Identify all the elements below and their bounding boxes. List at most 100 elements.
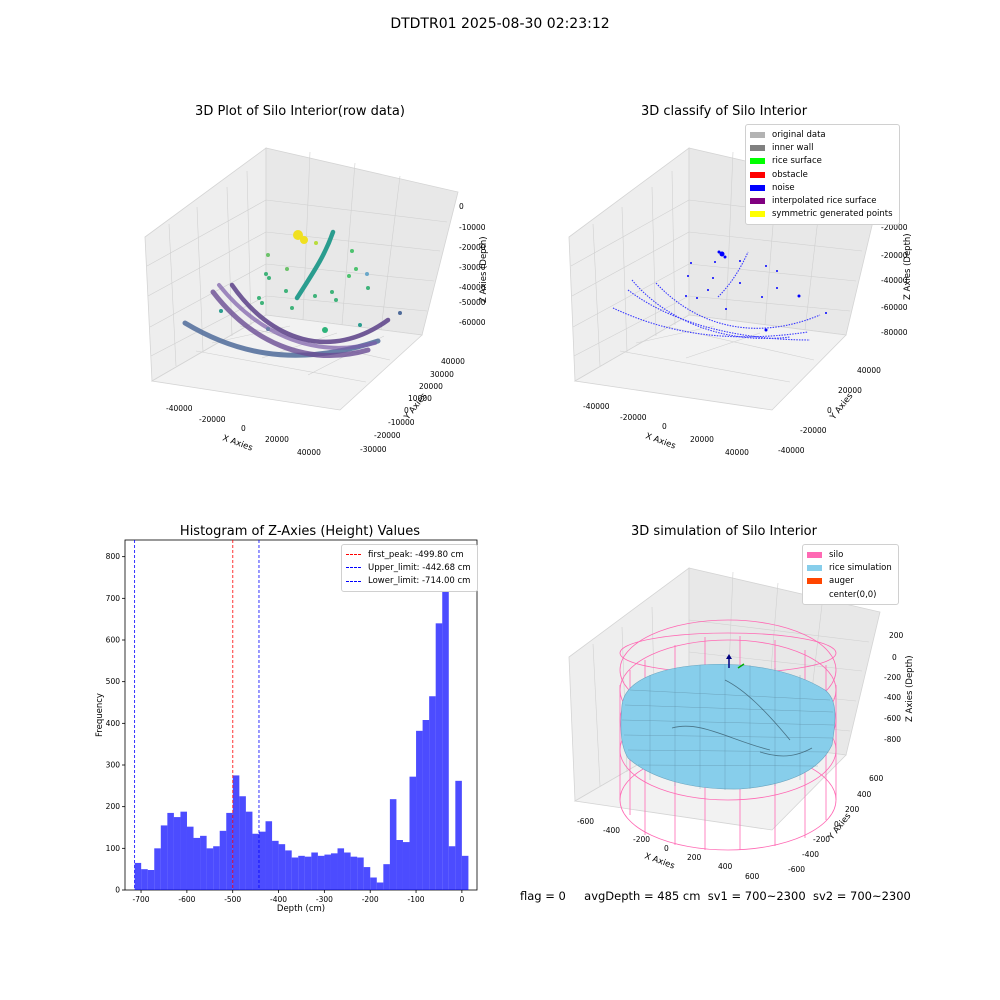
svg-text:0: 0 [662,422,667,431]
svg-text:400: 400 [857,790,872,799]
histogram-bar [226,812,233,890]
classify-y-axis-label: Y Axies [828,391,856,423]
histogram-bar [422,720,430,890]
svg-text:40000: 40000 [857,366,881,375]
svg-text:-400: -400 [884,693,901,702]
histogram-bar [147,870,155,890]
classify-legend: original data inner wall rice surface ob… [745,124,900,226]
x-tick-label: -700 [133,895,150,904]
svg-text:30000: 30000 [430,370,454,379]
legend-swatch [750,131,765,138]
x-tick-label: -400 [270,895,287,904]
histogram-bars [134,558,469,890]
histogram-y-axis-label: Frequency [95,693,105,737]
legend-line [346,580,361,582]
histogram-reference-lines [134,540,260,890]
svg-text:200: 200 [889,631,904,640]
histogram-bar [160,825,168,890]
status-footer: flag = 0 avgDepth = 485 cm sv1 = 700~230… [520,889,911,903]
simulation-legend: silo rice simulation auger center(0,0) [802,544,899,606]
svg-text:600: 600 [745,872,760,881]
classify-x-axis-label: X Axies [644,431,677,451]
histogram-bar [167,812,174,890]
histogram-bar [330,853,338,890]
svg-text:20000: 20000 [690,435,714,444]
y-tick-label: 100 [106,844,121,853]
histogram-y-ticks: 0 100 200 300 400 500 600 700 800 [106,552,125,895]
svg-text:400: 400 [718,862,733,871]
classify-z-axis-label: Z Axies (Depth) [903,233,913,300]
figure-suptitle: DTDTR01 2025-08-30 02:23:12 [390,16,610,32]
svg-text:-40000: -40000 [583,402,610,411]
legend-item: first_peak: -499.80 cm [346,548,471,561]
raw-plot-title: 3D Plot of Silo Interior(row data) [195,104,405,119]
histogram-bar [265,821,273,890]
svg-text:-80000: -80000 [881,328,908,337]
histogram-bar [402,842,410,890]
svg-text:40000: 40000 [297,448,321,457]
legend-swatch [807,551,822,558]
legend-swatch [750,158,765,165]
histogram-bar [173,817,181,890]
histogram-bar [344,852,351,890]
x-tick-label: -100 [408,895,425,904]
x-tick-label: 0 [459,895,464,904]
svg-text:600: 600 [869,774,884,783]
legend-item: symmetric generated points [750,208,893,221]
svg-text:-40000: -40000 [166,404,193,413]
svg-text:-20000: -20000 [881,223,908,232]
avg-depth-status: avgDepth = 485 cm [584,889,701,903]
histogram-bar [278,844,286,890]
classify-plot-title: 3D classify of Silo Interior [640,104,808,119]
histogram-bar [409,776,417,890]
histogram-bar [324,854,331,890]
legend-item: center(0,0) [807,588,892,601]
y-tick-label: 600 [106,636,121,645]
svg-text:-400: -400 [802,850,819,859]
histogram-bar [232,775,240,890]
svg-text:40000: 40000 [441,357,465,366]
histogram-bar [311,852,318,890]
x-tick-label: -300 [316,895,333,904]
simulation-plot-title: 3D simulation of Silo Interior [631,524,817,539]
histogram-bar [200,835,207,890]
histogram-x-ticks: -700 -600 -500 -400 -300 -200 -100 0 [133,890,464,904]
svg-text:-60000: -60000 [881,303,908,312]
y-tick-label: 500 [106,677,121,686]
legend-swatch [807,591,822,598]
histogram-bar [258,831,266,890]
svg-text:20000: 20000 [419,382,443,391]
legend-item: rice simulation [807,561,892,574]
svg-text:10000: 10000 [408,394,432,403]
histogram-title: Histogram of Z-Axies (Height) Values [179,524,421,539]
svg-text:-600: -600 [788,865,805,874]
legend-line [346,554,361,556]
histogram-bar [285,850,292,890]
histogram-bar [435,623,443,890]
histogram-bar [134,862,142,890]
histogram-bar [193,837,201,890]
histogram-bar [357,857,364,890]
histogram-bar [396,840,403,890]
histogram-bar [376,882,384,890]
histogram-bar [298,855,305,890]
raw-z-axis-label: Z Axies (Depth) [479,236,489,303]
histogram-bar [154,848,161,890]
svg-text:0: 0 [892,653,897,662]
legend-swatch [750,184,765,191]
histogram-bar [213,846,220,890]
histogram-bar [180,811,187,890]
legend-item: inner wall [750,141,893,154]
legend-swatch [750,198,765,205]
svg-text:-400: -400 [603,826,620,835]
y-tick-label: 800 [106,552,121,561]
histogram-bar [442,558,449,890]
svg-text:-10000: -10000 [388,418,415,427]
legend-item: obstacle [750,168,893,181]
histogram-bar [461,855,469,890]
histogram-axes: -700 -600 -500 -400 -300 -200 -100 0 0 100 200 300… [95,539,478,914]
raw-x-axis-label: X Axies [221,433,254,453]
sv2-status: sv2 = 700~2300 [812,889,911,903]
histogram-bar [389,799,397,890]
